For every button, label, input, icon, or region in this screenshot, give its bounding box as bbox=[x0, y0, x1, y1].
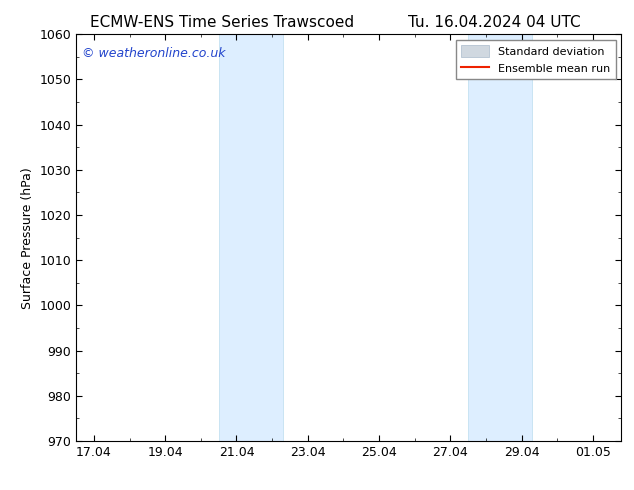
Text: ECMW-ENS Time Series Trawscoed: ECMW-ENS Time Series Trawscoed bbox=[90, 15, 354, 30]
Bar bbox=[219, 34, 283, 441]
Text: Tu. 16.04.2024 04 UTC: Tu. 16.04.2024 04 UTC bbox=[408, 15, 581, 30]
Text: © weatheronline.co.uk: © weatheronline.co.uk bbox=[82, 47, 225, 59]
Legend: Standard deviation, Ensemble mean run: Standard deviation, Ensemble mean run bbox=[456, 40, 616, 79]
Bar bbox=[468, 34, 532, 441]
Y-axis label: Surface Pressure (hPa): Surface Pressure (hPa) bbox=[21, 167, 34, 309]
